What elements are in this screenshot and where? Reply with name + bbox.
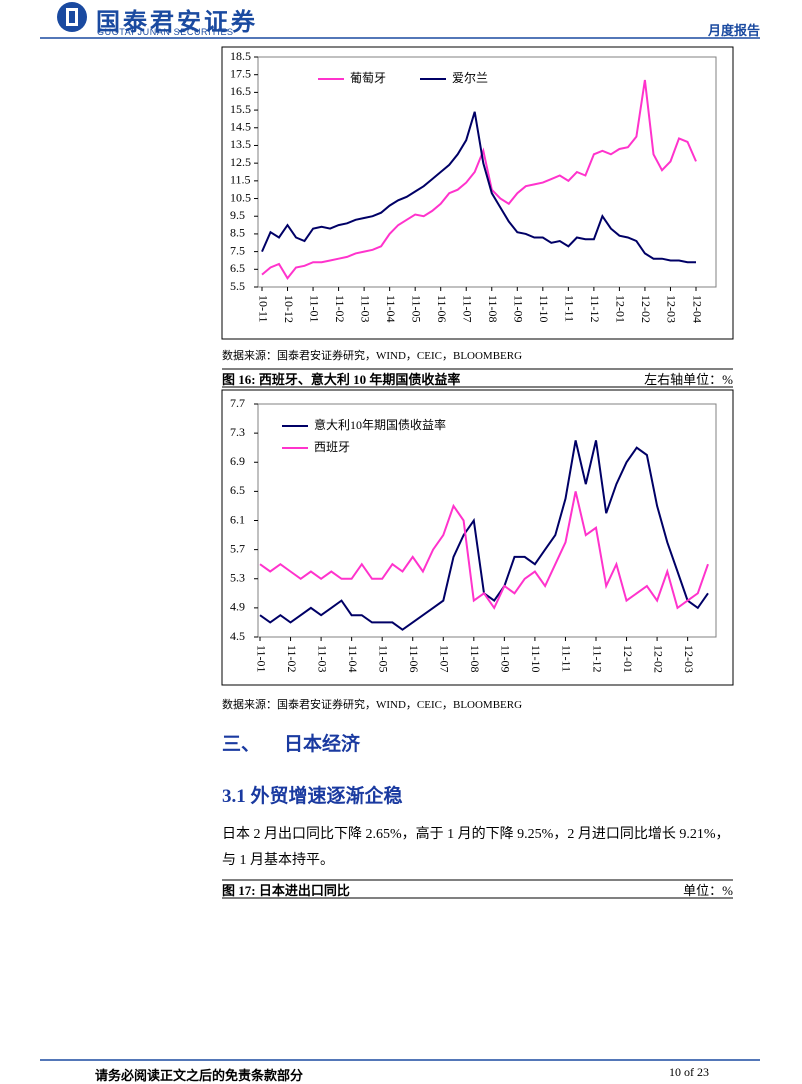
x-tick-label: 11-06 [435,295,449,323]
y-tick-label: 18.5 [230,49,251,63]
section-number: 三、 [222,734,261,755]
x-tick-label: 11-07 [460,295,474,323]
source-note: 数据来源：国泰君安证券研究，WIND，CEIC，BLOOMBERG [222,699,523,711]
chart: 5.5 6.5 7.5 8.5 9.5 10.5 11.5 12.5 13.5 14.5 15.5 1… [230,49,717,323]
x-tick-label: 11-04 [384,295,398,323]
y-tick-label: 13.5 [230,137,251,151]
x-tick-label: 11-09 [512,295,526,323]
y-tick-label: 6.5 [230,261,245,275]
x-tick-label: 11-08 [486,295,500,323]
x-tick-label: 11-02 [333,295,347,323]
x-tick-label: 10-11 [256,295,270,323]
y-tick-label: 9.5 [230,208,245,222]
y-tick-label: 11.5 [230,173,251,187]
chart-frame [221,389,734,686]
x-tick-label: 12-03 [665,295,679,323]
y-tick-label: 4.5 [230,629,245,643]
x-tick-label: 11-01 [307,295,321,323]
x-tick-label: 12-01 [621,645,635,673]
page-number: 10 of 23 [669,1065,709,1079]
paragraph: 日本 2 月出口同比下降 2.65%，高于 1 月的下降 9.25%，2 月进口… [222,827,730,868]
subsection-title: 3.1 外贸增速逐渐企稳 [222,786,403,807]
x-tick-label: 11-07 [438,645,452,673]
unit-note: 单位：% [683,883,733,898]
y-tick-label: 6.1 [230,512,245,526]
y-tick-label: 16.5 [230,84,251,98]
x-tick-label: 11-09 [499,645,513,673]
x-tick-label: 11-10 [529,645,543,673]
x-tick-label: 11-03 [358,295,372,323]
company-name-en: GUOTAI JUNAN SECURITIES [97,27,234,37]
legend-label: 爱尔兰 [452,70,488,85]
logo-mark-core [69,11,75,23]
series-line [259,491,709,610]
x-tick-label: 12-02 [651,645,665,673]
x-tick-label: 11-10 [537,295,551,323]
x-tick-label: 12-03 [682,645,696,673]
y-tick-label: 12.5 [230,155,251,169]
y-tick-label: 10.5 [230,190,251,204]
report-type: 月度报告 [707,23,760,38]
x-tick-label: 11-06 [407,645,421,673]
x-tick-label: 11-02 [285,645,299,673]
x-tick-label: 11-03 [315,645,329,673]
company-name: 国泰君安证券 [96,8,258,36]
y-tick-label: 6.5 [230,483,245,497]
y-tick-label: 8.5 [230,226,245,240]
x-tick-label: 12-02 [639,295,653,323]
source-note: 数据来源：国泰君安证券研究，WIND，CEIC，BLOOMBERG [222,350,523,362]
chart: 4.5 4.9 5.3 5.7 6.1 6.5 6.9 7.3 7.7 11-01 11-02 11-… [230,396,717,673]
y-tick-label: 17.5 [230,66,251,80]
x-tick-label: 12-01 [614,295,628,323]
x-tick-label: 11-12 [590,645,604,673]
x-tick-label: 10-12 [282,295,296,323]
y-tick-label: 7.5 [230,243,245,257]
x-tick-label: 11-04 [346,645,360,673]
y-tick-label: 4.9 [230,600,245,614]
section-title: 日本经济 [284,734,361,755]
legend-label: 西班牙 [314,440,350,454]
x-tick-label: 11-12 [588,295,602,323]
x-tick-label: 11-01 [254,645,268,673]
figure-caption: 图 17: 日本进出口同比 [222,883,350,898]
y-tick-label: 7.7 [230,396,245,410]
series-line [261,79,697,280]
y-tick-label: 15.5 [230,102,251,116]
unit-note: 左右轴单位：% [644,372,733,387]
figure-caption: 图 16: 西班牙、意大利 10 年期国债收益率 [222,372,461,387]
legend-label: 葡萄牙 [350,71,386,85]
y-tick-label: 7.3 [230,425,245,439]
disclaimer: 请务必阅读正文之后的免责条款部分 [95,1068,304,1083]
series-line [261,111,696,264]
x-tick-label: 11-05 [409,295,423,323]
y-tick-label: 5.5 [230,279,245,293]
chart-frame [221,46,734,340]
logo [57,2,87,32]
y-tick-label: 6.9 [230,454,245,468]
x-tick-label: 11-11 [563,295,577,322]
y-tick-label: 5.3 [230,571,245,585]
x-tick-label: 11-08 [468,645,482,673]
x-tick-label: 11-05 [376,645,390,673]
legend-label: 意大利10年期国债收益率 [314,417,446,432]
y-tick-label: 5.7 [230,541,245,555]
x-tick-label: 12-04 [690,295,704,323]
y-tick-label: 14.5 [230,120,251,134]
x-tick-label: 11-11 [560,645,574,672]
